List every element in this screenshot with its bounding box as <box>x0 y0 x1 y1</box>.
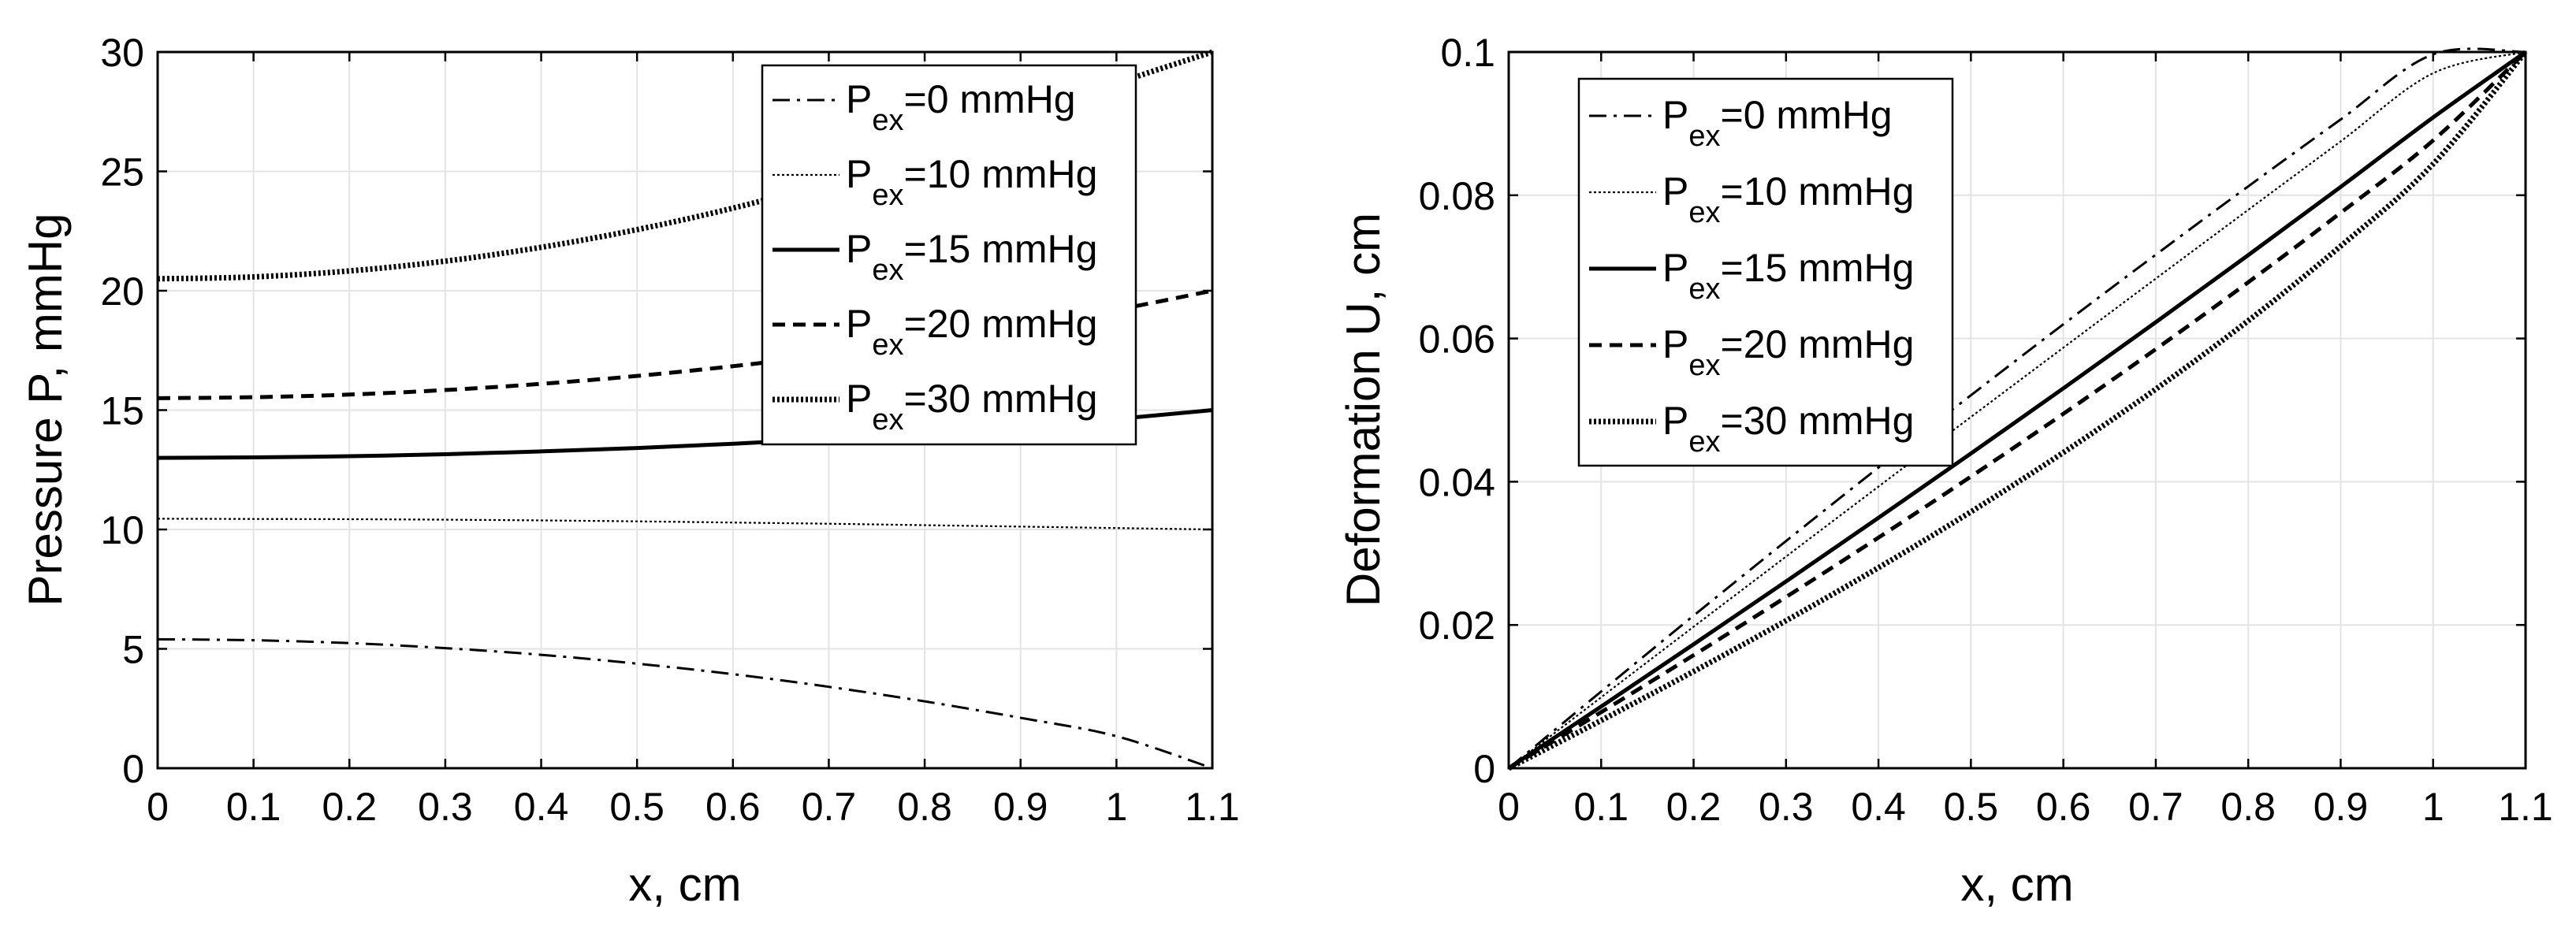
pressure-y-tick-label: 30 <box>100 31 144 75</box>
pressure-x-tick-label: 0.7 <box>802 785 857 829</box>
deformation-x-tick-label: 1 <box>2422 785 2444 829</box>
pressure-chart: 0 0.1 0.2 0.3 0.4 0.5 0.6 0.7 0.8 0.9 1 1.1 0 5 10 15 20… <box>19 31 1240 911</box>
pressure-y-tick-label: 0 <box>122 747 144 791</box>
pressure-legend-label-p-ex-10-mmhg: Pex=10 mmHg <box>846 152 1097 212</box>
deformation-x-tick-label: 0.7 <box>2128 785 2183 829</box>
deformation-x-tick-label: 1.1 <box>2498 785 2553 829</box>
pressure-ticks: 0 0.1 0.2 0.3 0.4 0.5 0.6 0.7 0.8 0.9 1 1.1 0 5 10 15 20… <box>100 31 1239 829</box>
deformation-legend-label-p-ex-15-mmhg: Pex=15 mmHg <box>1662 246 1914 306</box>
pressure-legend-label-p-ex-0-mmhg: Pex=0 mmHg <box>846 77 1076 137</box>
pressure-y-tick-label: 20 <box>100 269 144 314</box>
deformation-x-tick-label: 0.6 <box>2036 785 2091 829</box>
deformation-series-p-ex-0-mmhg <box>1508 47 2526 770</box>
pressure-x-tick-label: 0.6 <box>705 785 761 829</box>
deformation-axes-frame <box>1507 50 2527 770</box>
pressure-x-tick-label: 0 <box>147 785 169 829</box>
deformation-series-p-ex-20-mmhg <box>1507 50 2527 771</box>
deformation-chart: 0 0.1 0.2 0.3 0.4 0.5 0.6 0.7 0.8 0.9 1 1.1 0 0.02 0.0… <box>1337 31 2553 911</box>
deformation-y-tick-label: 0.02 <box>1419 604 1495 648</box>
pressure-x-tick-label: 0.4 <box>514 785 569 829</box>
deformation-y-tick-label: 0.1 <box>1440 31 1495 75</box>
pressure-x-tick-label: 0.3 <box>418 785 473 829</box>
deformation-ticks: 0 0.1 0.2 0.3 0.4 0.5 0.6 0.7 0.8 0.9 1 1.1 0 0.02 0.0… <box>1419 31 2553 829</box>
pressure-x-axis-label: x, cm <box>628 858 741 911</box>
deformation-series-p-ex-10-mmhg <box>1508 50 2526 769</box>
pressure-series-p-ex-10-mmhg <box>157 518 1213 531</box>
deformation-legend-label-p-ex-20-mmhg: Pex=20 mmHg <box>1662 322 1914 382</box>
deformation-x-tick-label: 0.4 <box>1851 785 1906 829</box>
deformation-legend-label-p-ex-30-mmhg: Pex=30 mmHg <box>1662 399 1914 459</box>
pressure-y-tick-label: 15 <box>100 389 144 433</box>
pressure-series-p-ex-0-mmhg <box>157 637 1213 770</box>
deformation-legend-box <box>1577 77 1954 467</box>
pressure-x-tick-label: 0.9 <box>993 785 1048 829</box>
pressure-series-p-ex-30-mmhg <box>157 49 1214 282</box>
deformation-x-tick-label: 0.5 <box>1944 785 1999 829</box>
deformation-legend: Pex=0 mmHg Pex=10 mmHg Pex=15 mmHg Pex=20 m… <box>1577 77 1954 467</box>
pressure-x-tick-label: 0.2 <box>322 785 378 829</box>
deformation-x-tick-label: 0.2 <box>1666 785 1722 829</box>
pressure-x-tick-label: 1.1 <box>1185 785 1240 829</box>
pressure-x-tick-label: 0.1 <box>226 785 281 829</box>
pressure-legend-box <box>761 64 1137 446</box>
deformation-series-lines <box>1507 47 2528 771</box>
deformation-legend-label-p-ex-0-mmhg: Pex=0 mmHg <box>1662 93 1893 153</box>
deformation-legend-label-p-ex-10-mmhg: Pex=10 mmHg <box>1662 169 1914 229</box>
pressure-legend-label-p-ex-30-mmhg: Pex=30 mmHg <box>846 377 1097 436</box>
deformation-y-tick-label: 0.08 <box>1419 174 1495 218</box>
pressure-y-tick-label: 5 <box>122 628 144 672</box>
deformation-x-tick-label: 0.3 <box>1759 785 1814 829</box>
deformation-x-tick-label: 0 <box>1498 785 1520 829</box>
pressure-y-axis-label: Pressure P, mmHg <box>19 213 72 606</box>
deformation-series-p-ex-15-mmhg <box>1507 50 2527 771</box>
deformation-x-tick-label: 0.1 <box>1574 785 1629 829</box>
deformation-y-tick-label: 0.04 <box>1419 460 1495 504</box>
deformation-y-tick-label: 0 <box>1473 747 1495 791</box>
deformation-y-axis-label: Deformation U, cm <box>1337 213 1390 607</box>
pressure-y-tick-label: 10 <box>100 508 144 552</box>
pressure-x-tick-label: 0.8 <box>897 785 952 829</box>
deformation-y-tick-label: 0.06 <box>1419 318 1495 362</box>
pressure-legend-label-p-ex-20-mmhg: Pex=20 mmHg <box>846 302 1097 362</box>
deformation-series-p-ex-30-mmhg <box>1507 50 2528 771</box>
pressure-legend: Pex=0 mmHg Pex=10 mmHg Pex=15 mmHg Pex=20 m… <box>761 64 1137 446</box>
pressure-legend-label-p-ex-15-mmhg: Pex=15 mmHg <box>846 227 1097 287</box>
deformation-x-tick-label: 0.9 <box>2314 785 2369 829</box>
deformation-x-axis-label: x, cm <box>1960 858 2073 911</box>
pressure-x-tick-label: 1 <box>1105 785 1127 829</box>
pressure-y-tick-label: 25 <box>100 150 144 195</box>
deformation-x-tick-label: 0.8 <box>2220 785 2276 829</box>
pressure-x-tick-label: 0.5 <box>609 785 664 829</box>
